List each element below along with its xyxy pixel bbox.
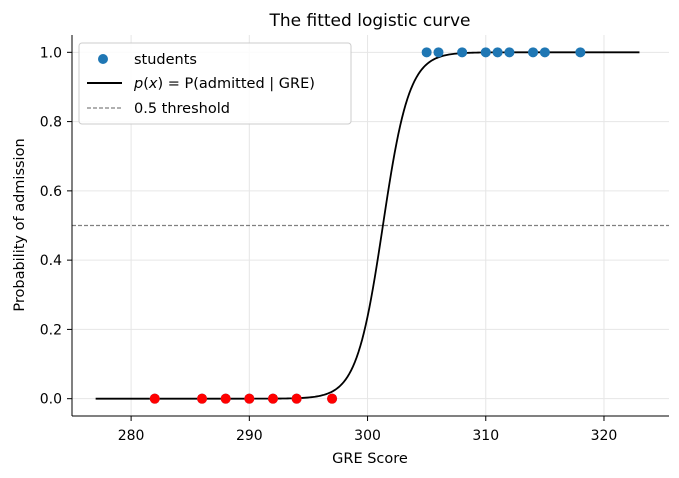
y-ticks: 0.0 0.2 0.4 0.6 0.8 1.0 [40, 45, 72, 408]
student-point [492, 47, 503, 58]
legend: students p(x) = P(admitted | GRE) 0.5 th… [78, 42, 352, 125]
legend-curve-label: p(x) = P(admitted | GRE) [133, 76, 315, 92]
y-tick-label: 0.0 [40, 392, 62, 408]
student-point [421, 47, 432, 58]
rejected-student-point [197, 393, 208, 404]
x-tick-label: 310 [472, 428, 499, 444]
points-layer [149, 47, 586, 404]
y-tick-label: 0.2 [40, 322, 62, 338]
rejected-student-point [149, 393, 160, 404]
legend-students-marker [98, 54, 108, 64]
chart-title: The fitted logistic curve [269, 11, 471, 31]
student-point [575, 47, 586, 58]
student-point [480, 47, 491, 58]
x-tick-label: 280 [118, 428, 145, 444]
student-point [539, 47, 550, 58]
x-ticks: 280 290 300 310 320 [118, 416, 618, 444]
y-tick-label: 0.8 [40, 115, 62, 131]
student-point [504, 47, 515, 58]
student-point [457, 47, 468, 58]
rejected-student-point [220, 393, 231, 404]
y-tick-label: 1.0 [40, 45, 62, 61]
y-tick-label: 0.6 [40, 184, 62, 200]
x-tick-label: 300 [354, 428, 381, 444]
student-point [433, 47, 444, 58]
y-axis-label: Probability of admission [12, 138, 28, 311]
rejected-student-point [291, 393, 302, 404]
rejected-student-point [327, 393, 338, 404]
x-axis-label: GRE Score [332, 451, 408, 467]
x-tick-label: 320 [591, 428, 618, 444]
y-tick-label: 0.4 [40, 253, 62, 269]
legend-box [78, 42, 352, 125]
rejected-student-point [267, 393, 278, 404]
student-point [528, 47, 539, 58]
x-tick-label: 290 [236, 428, 263, 444]
legend-threshold-label: 0.5 threshold [134, 101, 230, 117]
rejected-student-point [244, 393, 255, 404]
legend-students-label: students [134, 52, 197, 68]
